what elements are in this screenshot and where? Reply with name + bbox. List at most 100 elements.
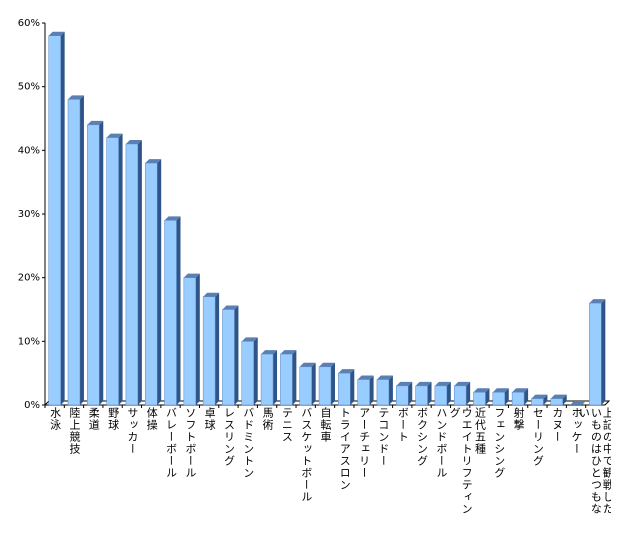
y-tick-label: 0% [24, 400, 40, 411]
x-tick-label-box: レスリング [222, 407, 236, 467]
bar-top [164, 216, 181, 221]
x-tick-label: テニス [280, 407, 294, 443]
x-tick-label: アーチェリー [357, 407, 371, 479]
bar [531, 398, 544, 406]
x-tick-label: 馬術 [261, 407, 275, 431]
bar [589, 302, 602, 406]
x-tick-label-box: 水泳 [39, 407, 71, 539]
bar [260, 353, 274, 406]
x-tick-label: カヌー [550, 407, 564, 443]
bar-top [203, 292, 220, 297]
bar-top [570, 401, 587, 405]
x-tick-label: ボクシング [415, 407, 429, 467]
bar-top [87, 120, 104, 125]
bar-top [589, 299, 606, 304]
x-tick-label-wrap: 射撃 [502, 407, 534, 539]
bar [183, 277, 197, 406]
y-tick-label: 50% [18, 82, 40, 93]
bar-top [48, 31, 65, 36]
x-tick-label: 野球 [106, 407, 120, 431]
bar-top [376, 375, 393, 380]
x-tick-label-box: 体操 [135, 407, 167, 539]
x-tick-label-box: 上記の中で観戦したいものはひとつもない [579, 407, 612, 515]
bar [280, 353, 293, 406]
bar-top [357, 375, 374, 380]
x-tick-label: 体操 [145, 407, 159, 431]
x-tick-label-wrap: 柔道 [77, 407, 109, 539]
x-tick-label: 自転車 [319, 407, 332, 443]
bar [550, 398, 563, 406]
y-tick-label: 30% [18, 209, 40, 220]
bar [453, 385, 467, 406]
bar [222, 309, 235, 406]
y-tick-label: 10% [18, 336, 40, 347]
bar-top [531, 394, 548, 399]
x-tick-label-wrap: ハンドボール [425, 407, 457, 539]
x-tick-label: 柔道 [87, 407, 101, 431]
bar-top [261, 350, 278, 355]
x-tick-label-wrap: バドミントン [232, 407, 264, 539]
bar-side [118, 133, 123, 405]
bar-side [350, 369, 355, 405]
x-tick-label: ハンドボール [434, 407, 448, 479]
x-tick-label: ウエイトリフティング [448, 407, 474, 515]
x-tick-label: テコンドー [376, 407, 390, 467]
x-tick-label: トライアスロン [338, 407, 352, 491]
bar-side [524, 388, 529, 405]
x-tick-label-box: ボクシング [406, 407, 438, 539]
bar-top [125, 139, 142, 144]
x-tick-label-box: 自転車 [319, 407, 332, 443]
x-tick-label-wrap: 卓球 [193, 407, 225, 539]
bar-side [543, 394, 548, 405]
bar-top [106, 133, 123, 138]
bar-side [157, 159, 162, 405]
x-tick-label-box: セーリング [531, 407, 545, 467]
bar-side [485, 388, 490, 405]
x-tick-label: ボート [396, 407, 410, 443]
x-tick-label: 近代五種 [473, 407, 487, 455]
bar [48, 35, 61, 406]
x-tick-label-wrap: 体操 [135, 407, 167, 539]
bar-side [292, 350, 297, 405]
x-tick-label-wrap: 水泳 [39, 407, 71, 539]
bar-side [466, 381, 471, 405]
bar-top [241, 337, 258, 342]
x-tick-label-box: 野球 [106, 407, 120, 431]
x-tick-label-box: テニス [280, 407, 294, 443]
bar-top [145, 159, 162, 164]
x-tick-label-wrap: ボクシング [406, 407, 438, 539]
x-tick-label-wrap: 近代五種 [463, 407, 495, 539]
x-tick-label-box: サッカー [126, 407, 139, 455]
x-tick-label: セーリング [531, 407, 545, 467]
x-tick-label: 上記の中で観戦したいものはひとつもない [579, 407, 612, 515]
bar [125, 143, 139, 406]
x-tick-label: レスリング [222, 407, 236, 467]
bar-top [396, 381, 413, 386]
x-tick-label-box: 柔道 [77, 407, 109, 539]
bar [338, 372, 351, 406]
bar-side [504, 388, 509, 405]
bar-top [319, 362, 335, 367]
bar-top [473, 388, 490, 393]
x-tick-label-wrap: バスケットボール [290, 407, 322, 539]
x-tick-label-wrap: 馬術 [251, 407, 283, 539]
bar [415, 385, 428, 406]
bar [299, 366, 312, 406]
x-tick-label-box: テコンドー [367, 407, 399, 539]
x-tick-label-box: ボート [396, 407, 410, 443]
bar-side [562, 394, 567, 405]
x-tick-label-box: バレーボール [165, 407, 178, 479]
x-tick-label: 水泳 [48, 407, 62, 431]
bar-top [512, 388, 529, 393]
bar-side [234, 305, 239, 405]
x-tick-label: 卓球 [203, 407, 217, 431]
bar-side [388, 375, 393, 405]
x-tick-label-wrap: ウエイトリフティング [444, 407, 476, 539]
x-tick-label-wrap: テコンドー [367, 407, 399, 539]
x-tick-label-box: ハンドボール [425, 407, 457, 539]
x-tick-label: ソフトボール [183, 407, 197, 479]
bar [67, 99, 81, 406]
y-tick-label: 60% [18, 18, 40, 29]
x-tick-label-box: 陸上競技 [68, 407, 81, 455]
